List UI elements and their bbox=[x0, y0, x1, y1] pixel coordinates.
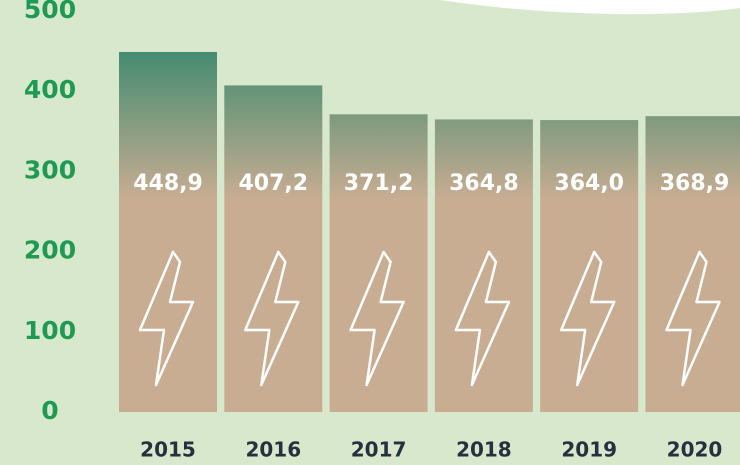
lightning-icon bbox=[665, 250, 721, 387]
y-tick-label: 500 bbox=[24, 0, 76, 24]
value-label: 407,2 bbox=[239, 171, 309, 196]
value-label: 364,8 bbox=[449, 171, 519, 196]
decor-shape bbox=[440, 0, 740, 15]
bar bbox=[224, 85, 323, 412]
y-tick-label: 400 bbox=[24, 75, 76, 104]
lightning-icon bbox=[138, 250, 195, 387]
lightning-icon bbox=[349, 250, 405, 387]
x-tick-label: 2018 bbox=[456, 438, 512, 462]
x-tick-label: 2020 bbox=[667, 438, 723, 462]
x-tick-label: 2015 bbox=[140, 438, 196, 462]
bar bbox=[645, 116, 740, 412]
lightning-icon bbox=[454, 250, 511, 387]
lightning-icon bbox=[244, 250, 300, 387]
x-tick-label: 2019 bbox=[561, 438, 617, 462]
y-tick-label: 0 bbox=[41, 396, 58, 425]
y-tick-label: 200 bbox=[24, 236, 76, 265]
value-label: 371,2 bbox=[344, 171, 414, 196]
value-label: 364,0 bbox=[554, 171, 624, 196]
value-label: 448,9 bbox=[133, 171, 203, 196]
x-tick-label: 2016 bbox=[245, 438, 301, 462]
lightning-icon bbox=[559, 250, 616, 387]
bar bbox=[119, 51, 217, 412]
y-tick-label: 300 bbox=[24, 155, 76, 184]
value-label: 368,9 bbox=[660, 171, 730, 196]
y-tick-label: 100 bbox=[24, 316, 76, 345]
x-tick-label: 2017 bbox=[351, 438, 407, 462]
